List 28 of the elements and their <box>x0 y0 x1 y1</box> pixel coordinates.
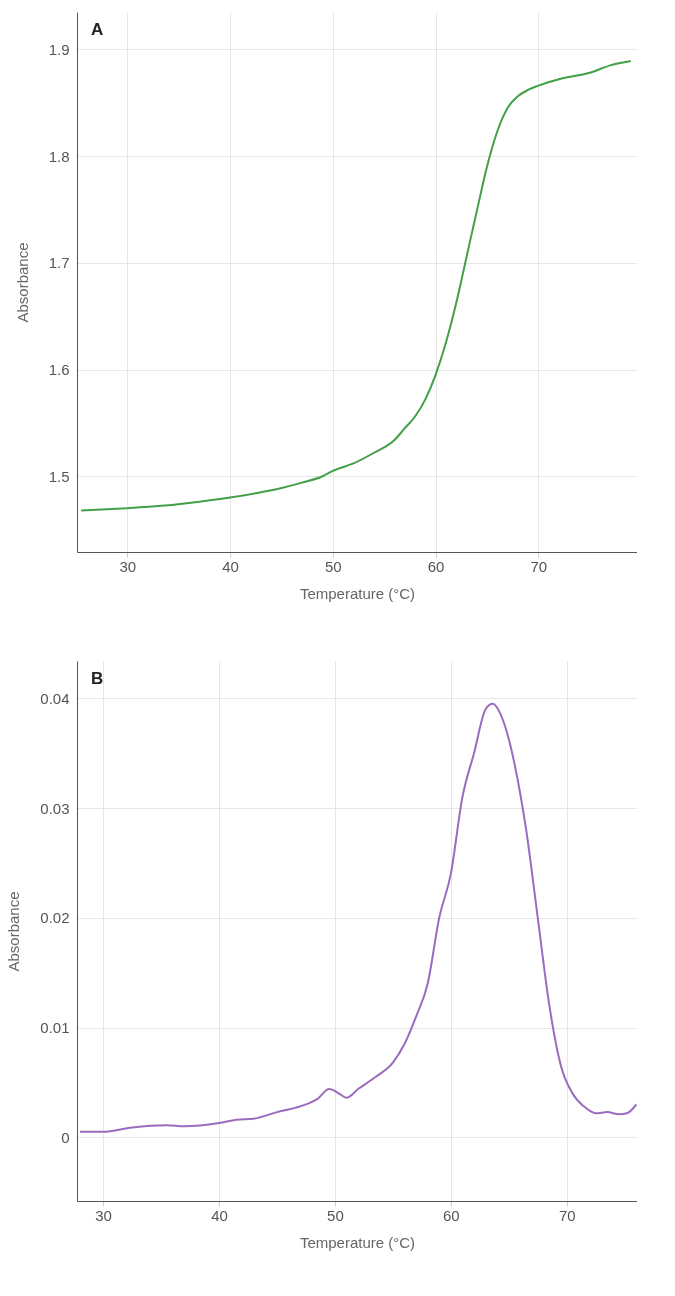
y-tick-label: 1.6 <box>48 361 70 379</box>
x-tick-label: 70 <box>530 557 548 575</box>
x-tick-label: 40 <box>222 557 239 575</box>
x-axis-title: Temperature (°C) <box>299 584 416 602</box>
y-tick-label: 0.01 <box>40 1019 70 1037</box>
y-tick-label: 1.7 <box>48 254 70 272</box>
x-tick-label: 30 <box>95 1206 112 1224</box>
line-series <box>80 60 632 512</box>
x-tick-label: 70 <box>558 1206 576 1224</box>
x-tick-label: 30 <box>119 557 137 575</box>
x-tick-label: 60 <box>427 557 445 575</box>
y-tick-label: 1.8 <box>48 147 70 165</box>
y-tick-label: 0.04 <box>40 689 70 707</box>
y-axis-title: Absorbance <box>5 891 23 972</box>
x-tick-label: 60 <box>442 1206 460 1224</box>
x-tick-label: 50 <box>325 557 342 575</box>
y-tick-label: 1.5 <box>48 467 70 485</box>
y-axis-title: Absorbance <box>13 242 31 323</box>
x-tick-label: 50 <box>327 1206 344 1224</box>
y-tick-label: 0.02 <box>40 909 70 927</box>
y-tick-label: 1.9 <box>48 40 70 58</box>
x-axis-title: Temperature (°C) <box>299 1233 416 1251</box>
y-tick-label: 0 <box>61 1128 70 1146</box>
y-tick-label: 0.03 <box>40 799 70 817</box>
x-tick-label: 40 <box>211 1206 228 1224</box>
line-series <box>78 702 637 1133</box>
annotation: A <box>91 20 104 39</box>
annotation: B <box>91 669 104 688</box>
